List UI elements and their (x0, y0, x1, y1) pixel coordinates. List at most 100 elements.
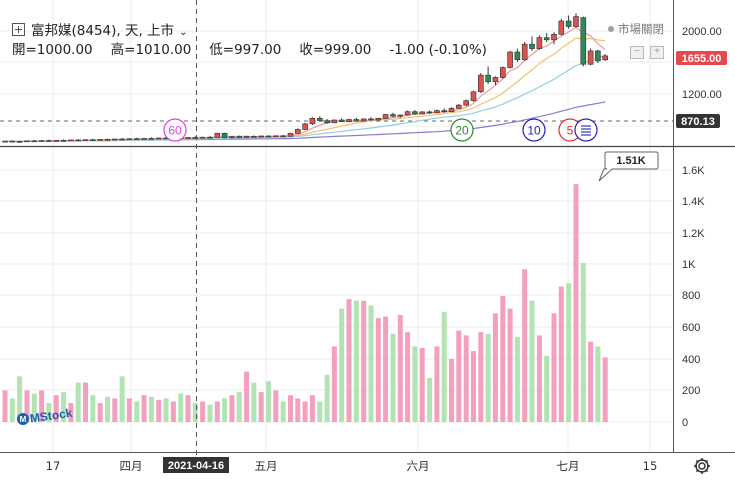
volume-bar (24, 390, 30, 422)
candle-body (207, 136, 213, 139)
candle-body (587, 50, 594, 65)
volume-bar (500, 296, 506, 422)
candle-body (551, 33, 557, 41)
candle-body (536, 37, 543, 49)
volume-bar (536, 335, 542, 422)
symbol-title-row: 富邦媒(8454), 天, 上市 ⌄ (12, 19, 189, 39)
high-value: 高=1010.00 (110, 42, 192, 58)
candle-body (404, 111, 411, 116)
candle-body (214, 133, 221, 138)
candle-body (558, 20, 565, 35)
volume-bar (156, 399, 162, 422)
candle-body (155, 137, 162, 140)
event-marker[interactable] (574, 118, 598, 142)
chevron-down-icon[interactable]: ⌄ (179, 27, 188, 38)
candle-body (302, 123, 308, 130)
candle-body (309, 118, 316, 125)
volume-bar (214, 401, 220, 422)
price-tick-label: 2000.00 (682, 26, 722, 38)
ma-markers[interactable]: 60 20 10 5 (163, 118, 598, 142)
volume-bar (405, 332, 411, 422)
candle-body (485, 74, 491, 83)
candle-body (419, 111, 426, 115)
candle-body (280, 135, 287, 138)
volume-bar (53, 395, 59, 422)
volume-bar (119, 376, 125, 422)
volume-tick-label: 600 (682, 322, 700, 334)
zoom-in-button[interactable]: + (650, 46, 664, 59)
candle-body (492, 77, 499, 83)
candle-body (82, 139, 89, 141)
candle-body (53, 140, 60, 142)
time-tick-label: 六月 (407, 459, 430, 473)
volume-bar (522, 269, 528, 422)
volume-bar (478, 332, 484, 422)
candle-body (521, 43, 528, 61)
candle-body (104, 139, 111, 141)
candlesticks (2, 13, 609, 143)
settings-gear-icon[interactable] (694, 458, 710, 474)
volume-bar (68, 403, 74, 422)
volume-peak-label: 1.51K (616, 155, 645, 167)
candle-body (595, 50, 601, 62)
candle-body (192, 137, 199, 139)
volume-bar (588, 341, 594, 422)
volume-bar (339, 308, 345, 422)
ma20-marker[interactable] (450, 118, 474, 142)
volume-bar (602, 357, 608, 422)
ma10-marker[interactable] (522, 118, 546, 142)
volume-bar (185, 395, 191, 422)
volume-bar (288, 395, 293, 422)
zoom-out-button[interactable]: − (630, 46, 644, 59)
volume-bar (463, 335, 469, 422)
candle-body (9, 140, 16, 143)
volume-bar (61, 392, 67, 422)
price-axis: 2000.00 1200.00 (682, 26, 722, 101)
volume-bar (346, 299, 352, 422)
volume-tick-label: 1.4K (682, 196, 705, 208)
volume-bar (258, 392, 264, 422)
volume-bar (141, 395, 147, 422)
candle-body (185, 137, 191, 139)
candle-body (31, 140, 38, 143)
candle-body (90, 139, 96, 141)
volume-bar (90, 395, 96, 422)
candle-body (382, 114, 389, 119)
candle-body (60, 140, 67, 142)
document-icon (581, 125, 591, 136)
close-value: 收=999.00 (299, 42, 372, 58)
symbol-title[interactable]: 富邦媒(8454), 天, 上市 (31, 23, 175, 39)
min-price-badge (676, 114, 720, 128)
volume-bars (2, 184, 608, 423)
volume-bar (449, 359, 454, 422)
candle-body (477, 74, 484, 93)
candle-body (426, 111, 433, 114)
volume-bar (544, 355, 550, 422)
volume-bar (75, 382, 81, 422)
ma60-marker[interactable] (163, 118, 187, 142)
crosshair-date-badge (163, 457, 229, 473)
volume-bar (529, 300, 535, 422)
candle-body (573, 16, 579, 27)
candle-body (236, 136, 242, 138)
candle-body (412, 111, 418, 115)
volume-bar (148, 396, 154, 422)
candle-body (75, 139, 81, 142)
volume-bar (2, 390, 8, 422)
candle-body (265, 135, 272, 138)
ma60-marker-label: 60 (168, 124, 182, 138)
change-value: -1.00 (-0.10%) (389, 42, 487, 58)
volume-bar (551, 313, 557, 422)
volume-bar (434, 346, 440, 422)
volume-bar (427, 377, 433, 422)
current-price-label: 1655.00 (682, 53, 722, 65)
candle-body (68, 139, 74, 142)
volume-bar (295, 398, 301, 422)
volume-bar (507, 308, 513, 422)
candle-body (119, 138, 125, 141)
candle-body (397, 114, 404, 117)
plus-box-icon[interactable] (12, 23, 25, 36)
candle-body (126, 138, 133, 140)
mstock-logo: M MStock (17, 406, 74, 426)
volume-bar (485, 333, 491, 422)
